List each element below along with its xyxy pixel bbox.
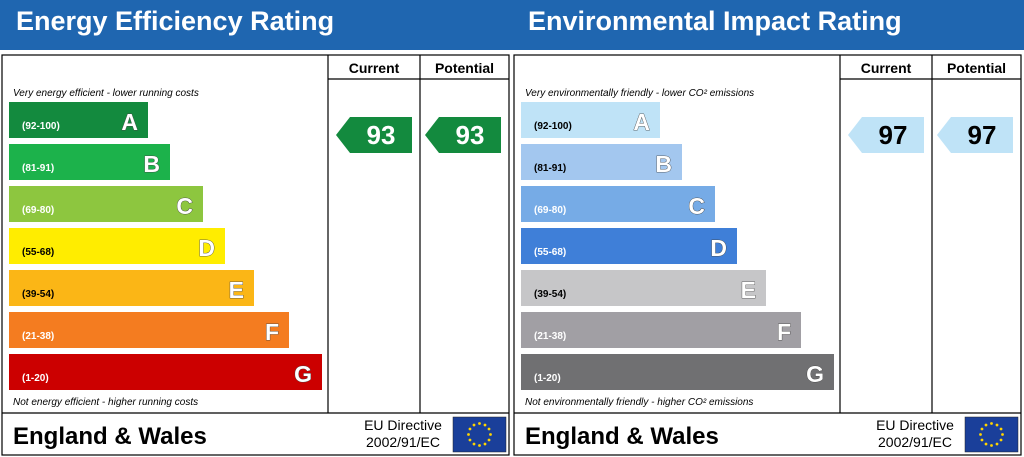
eu-star-icon <box>472 423 476 427</box>
potential-rating-arrow <box>425 117 501 153</box>
band-a <box>521 102 660 138</box>
column-header-potential: Potential <box>435 60 494 76</box>
eu-star-icon <box>487 438 491 442</box>
band-e <box>9 270 254 306</box>
footer-region: England & Wales <box>13 423 207 450</box>
current-rating-arrow <box>336 117 412 153</box>
band-range-d: (55-68) <box>22 247 54 258</box>
eu-star-icon <box>468 427 472 431</box>
band-g <box>9 354 322 390</box>
band-e <box>521 270 766 306</box>
eu-star-icon <box>472 442 476 446</box>
footer-directive-line1: EU Directive <box>364 417 442 433</box>
band-letter-d: D <box>198 235 215 261</box>
footer-directive-line2: 2002/91/EC <box>878 434 952 450</box>
band-range-e: (39-54) <box>22 289 54 300</box>
band-c <box>9 186 203 222</box>
band-letter-c: C <box>688 193 705 219</box>
top-note: Very energy efficient - lower running co… <box>13 88 199 99</box>
bottom-note: Not environmentally friendly - higher CO… <box>525 397 753 408</box>
eu-star-icon <box>487 427 491 431</box>
band-range-a: (92-100) <box>534 121 572 132</box>
band-range-e: (39-54) <box>534 289 566 300</box>
band-letter-a: A <box>121 109 138 135</box>
eu-star-icon <box>990 444 993 447</box>
rating-frame <box>513 54 1022 456</box>
environmental-impact-chart: Current Potential Very environmentally fri… <box>513 54 1022 456</box>
band-letter-b: B <box>655 151 672 177</box>
eu-star-icon <box>468 438 472 442</box>
band-b <box>9 144 170 180</box>
band-range-d: (55-68) <box>534 247 566 258</box>
energy-efficiency-chart: Current Potential Very energy efficient - … <box>1 54 510 456</box>
band-f <box>521 312 801 348</box>
footer-region: England & Wales <box>525 423 719 450</box>
band-letter-g: G <box>806 361 824 387</box>
environmental-title: Environmental Impact Rating <box>528 6 902 36</box>
band-letter-a: A <box>633 109 650 135</box>
eu-star-icon <box>478 444 481 447</box>
band-range-c: (69-80) <box>534 205 566 216</box>
energy-title: Energy Efficiency Rating <box>16 6 335 36</box>
band-range-b: (81-91) <box>534 163 566 174</box>
band-range-f: (21-38) <box>22 331 54 342</box>
eu-star-icon <box>483 423 487 427</box>
potential-rating-value: 93 <box>456 120 485 150</box>
band-f <box>9 312 289 348</box>
current-rating-value: 97 <box>879 120 908 150</box>
eu-star-icon <box>980 438 984 442</box>
eu-star-icon <box>467 433 470 436</box>
environmental-title-bar: Environmental Impact Rating <box>512 0 1024 50</box>
band-range-f: (21-38) <box>534 331 566 342</box>
band-a <box>9 102 148 138</box>
eu-star-icon <box>999 438 1003 442</box>
footer-directive-line2: 2002/91/EC <box>366 434 440 450</box>
rating-frame <box>1 54 510 456</box>
band-letter-c: C <box>176 193 193 219</box>
band-letter-e: E <box>741 277 756 303</box>
environmental-impact-panel: Environmental Impact Rating Current Poten… <box>512 0 1024 457</box>
band-range-a: (92-100) <box>22 121 60 132</box>
band-letter-b: B <box>143 151 160 177</box>
band-letter-g: G <box>294 361 312 387</box>
potential-rating-arrow <box>937 117 1013 153</box>
top-note: Very environmentally friendly - lower CO… <box>525 88 754 99</box>
band-letter-e: E <box>229 277 244 303</box>
eu-star-icon <box>984 442 988 446</box>
band-d <box>521 228 737 264</box>
bottom-note: Not energy efficient - higher running co… <box>13 397 198 408</box>
band-b <box>521 144 682 180</box>
current-rating-value: 93 <box>367 120 396 150</box>
eu-star-icon <box>1001 433 1004 436</box>
band-g <box>521 354 834 390</box>
band-letter-f: F <box>265 319 279 345</box>
eu-star-icon <box>489 433 492 436</box>
band-letter-f: F <box>777 319 791 345</box>
footer-directive-line1: EU Directive <box>876 417 954 433</box>
column-header-current: Current <box>349 60 400 76</box>
eu-star-icon <box>999 427 1003 431</box>
eu-star-icon <box>478 422 481 425</box>
eu-star-icon <box>990 422 993 425</box>
potential-rating-value: 97 <box>968 120 997 150</box>
column-header-potential: Potential <box>947 60 1006 76</box>
energy-efficiency-panel: Energy Efficiency Rating Current Potentia… <box>0 0 512 456</box>
eu-star-icon <box>995 442 999 446</box>
band-range-g: (1-20) <box>22 373 49 384</box>
eu-star-icon <box>995 423 999 427</box>
eu-star-icon <box>979 433 982 436</box>
eu-star-icon <box>984 423 988 427</box>
band-d <box>9 228 225 264</box>
band-range-g: (1-20) <box>534 373 561 384</box>
energy-title-bar: Energy Efficiency Rating <box>0 0 512 50</box>
current-rating-arrow <box>848 117 924 153</box>
column-header-current: Current <box>861 60 912 76</box>
band-letter-d: D <box>710 235 727 261</box>
band-c <box>521 186 715 222</box>
eu-star-icon <box>483 442 487 446</box>
eu-star-icon <box>980 427 984 431</box>
band-range-b: (81-91) <box>22 163 54 174</box>
band-range-c: (69-80) <box>22 205 54 216</box>
